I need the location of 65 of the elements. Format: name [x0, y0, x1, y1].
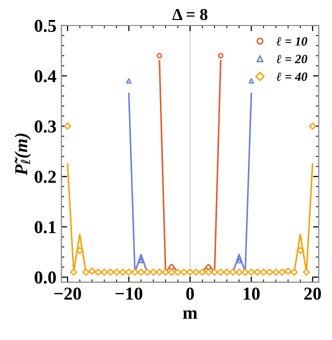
point: [284, 268, 292, 275]
point: [126, 78, 132, 84]
point: [206, 264, 212, 270]
x-tick-label: −20: [54, 288, 82, 300]
point: [309, 122, 316, 130]
legend-label: ℓ = 10: [276, 37, 308, 46]
y-tick-label: 0.3: [34, 120, 56, 133]
point: [254, 268, 262, 276]
point: [137, 268, 145, 276]
point: [218, 52, 224, 58]
point: [76, 246, 84, 254]
point: [266, 268, 274, 276]
point: [88, 268, 96, 275]
point: [106, 268, 114, 276]
point: [174, 268, 182, 276]
point: [260, 268, 268, 276]
y-tick-label: 0.1: [34, 221, 56, 234]
point: [211, 268, 218, 276]
legend-label: ℓ = 20: [276, 54, 308, 64]
point: [82, 268, 90, 276]
point: [296, 246, 304, 254]
y-tick-label: 0.2: [34, 170, 56, 184]
point: [278, 268, 286, 276]
chart-title: Δ = 8: [172, 8, 208, 20]
point: [119, 268, 126, 276]
point: [272, 268, 280, 276]
point: [217, 268, 224, 276]
point: [198, 268, 206, 276]
point: [290, 268, 298, 276]
point: [223, 268, 230, 276]
point: [150, 268, 157, 276]
point: [94, 268, 102, 276]
point: [168, 264, 174, 270]
point: [236, 258, 242, 264]
point: [156, 268, 164, 276]
point: [112, 268, 120, 276]
point: [242, 268, 249, 276]
point: [70, 268, 78, 276]
point: [144, 268, 151, 276]
point: [186, 268, 194, 276]
point: [162, 268, 170, 276]
y-tick-label: 0.0: [34, 271, 56, 284]
y-tick-label: 0.4: [34, 70, 56, 82]
point: [138, 258, 144, 264]
point: [248, 78, 254, 84]
x-tick-label: 20: [304, 288, 321, 300]
x-axis-title: m: [183, 310, 198, 319]
x-tick-label: −10: [116, 288, 142, 300]
y-tick-label: 0.5: [34, 20, 56, 32]
point: [192, 268, 200, 276]
x-tick-label: 10: [244, 288, 260, 300]
point: [229, 268, 237, 276]
point: [168, 268, 176, 276]
point: [100, 268, 108, 276]
point: [204, 268, 212, 276]
point: [156, 52, 162, 58]
point: [64, 122, 72, 130]
point: [236, 268, 243, 276]
legend-label: ℓ = 40: [276, 72, 308, 81]
point: [302, 268, 310, 276]
point: [180, 268, 188, 276]
point: [125, 268, 132, 276]
x-tick-label: 0: [186, 288, 194, 300]
point: [248, 268, 255, 276]
point: [131, 268, 139, 276]
